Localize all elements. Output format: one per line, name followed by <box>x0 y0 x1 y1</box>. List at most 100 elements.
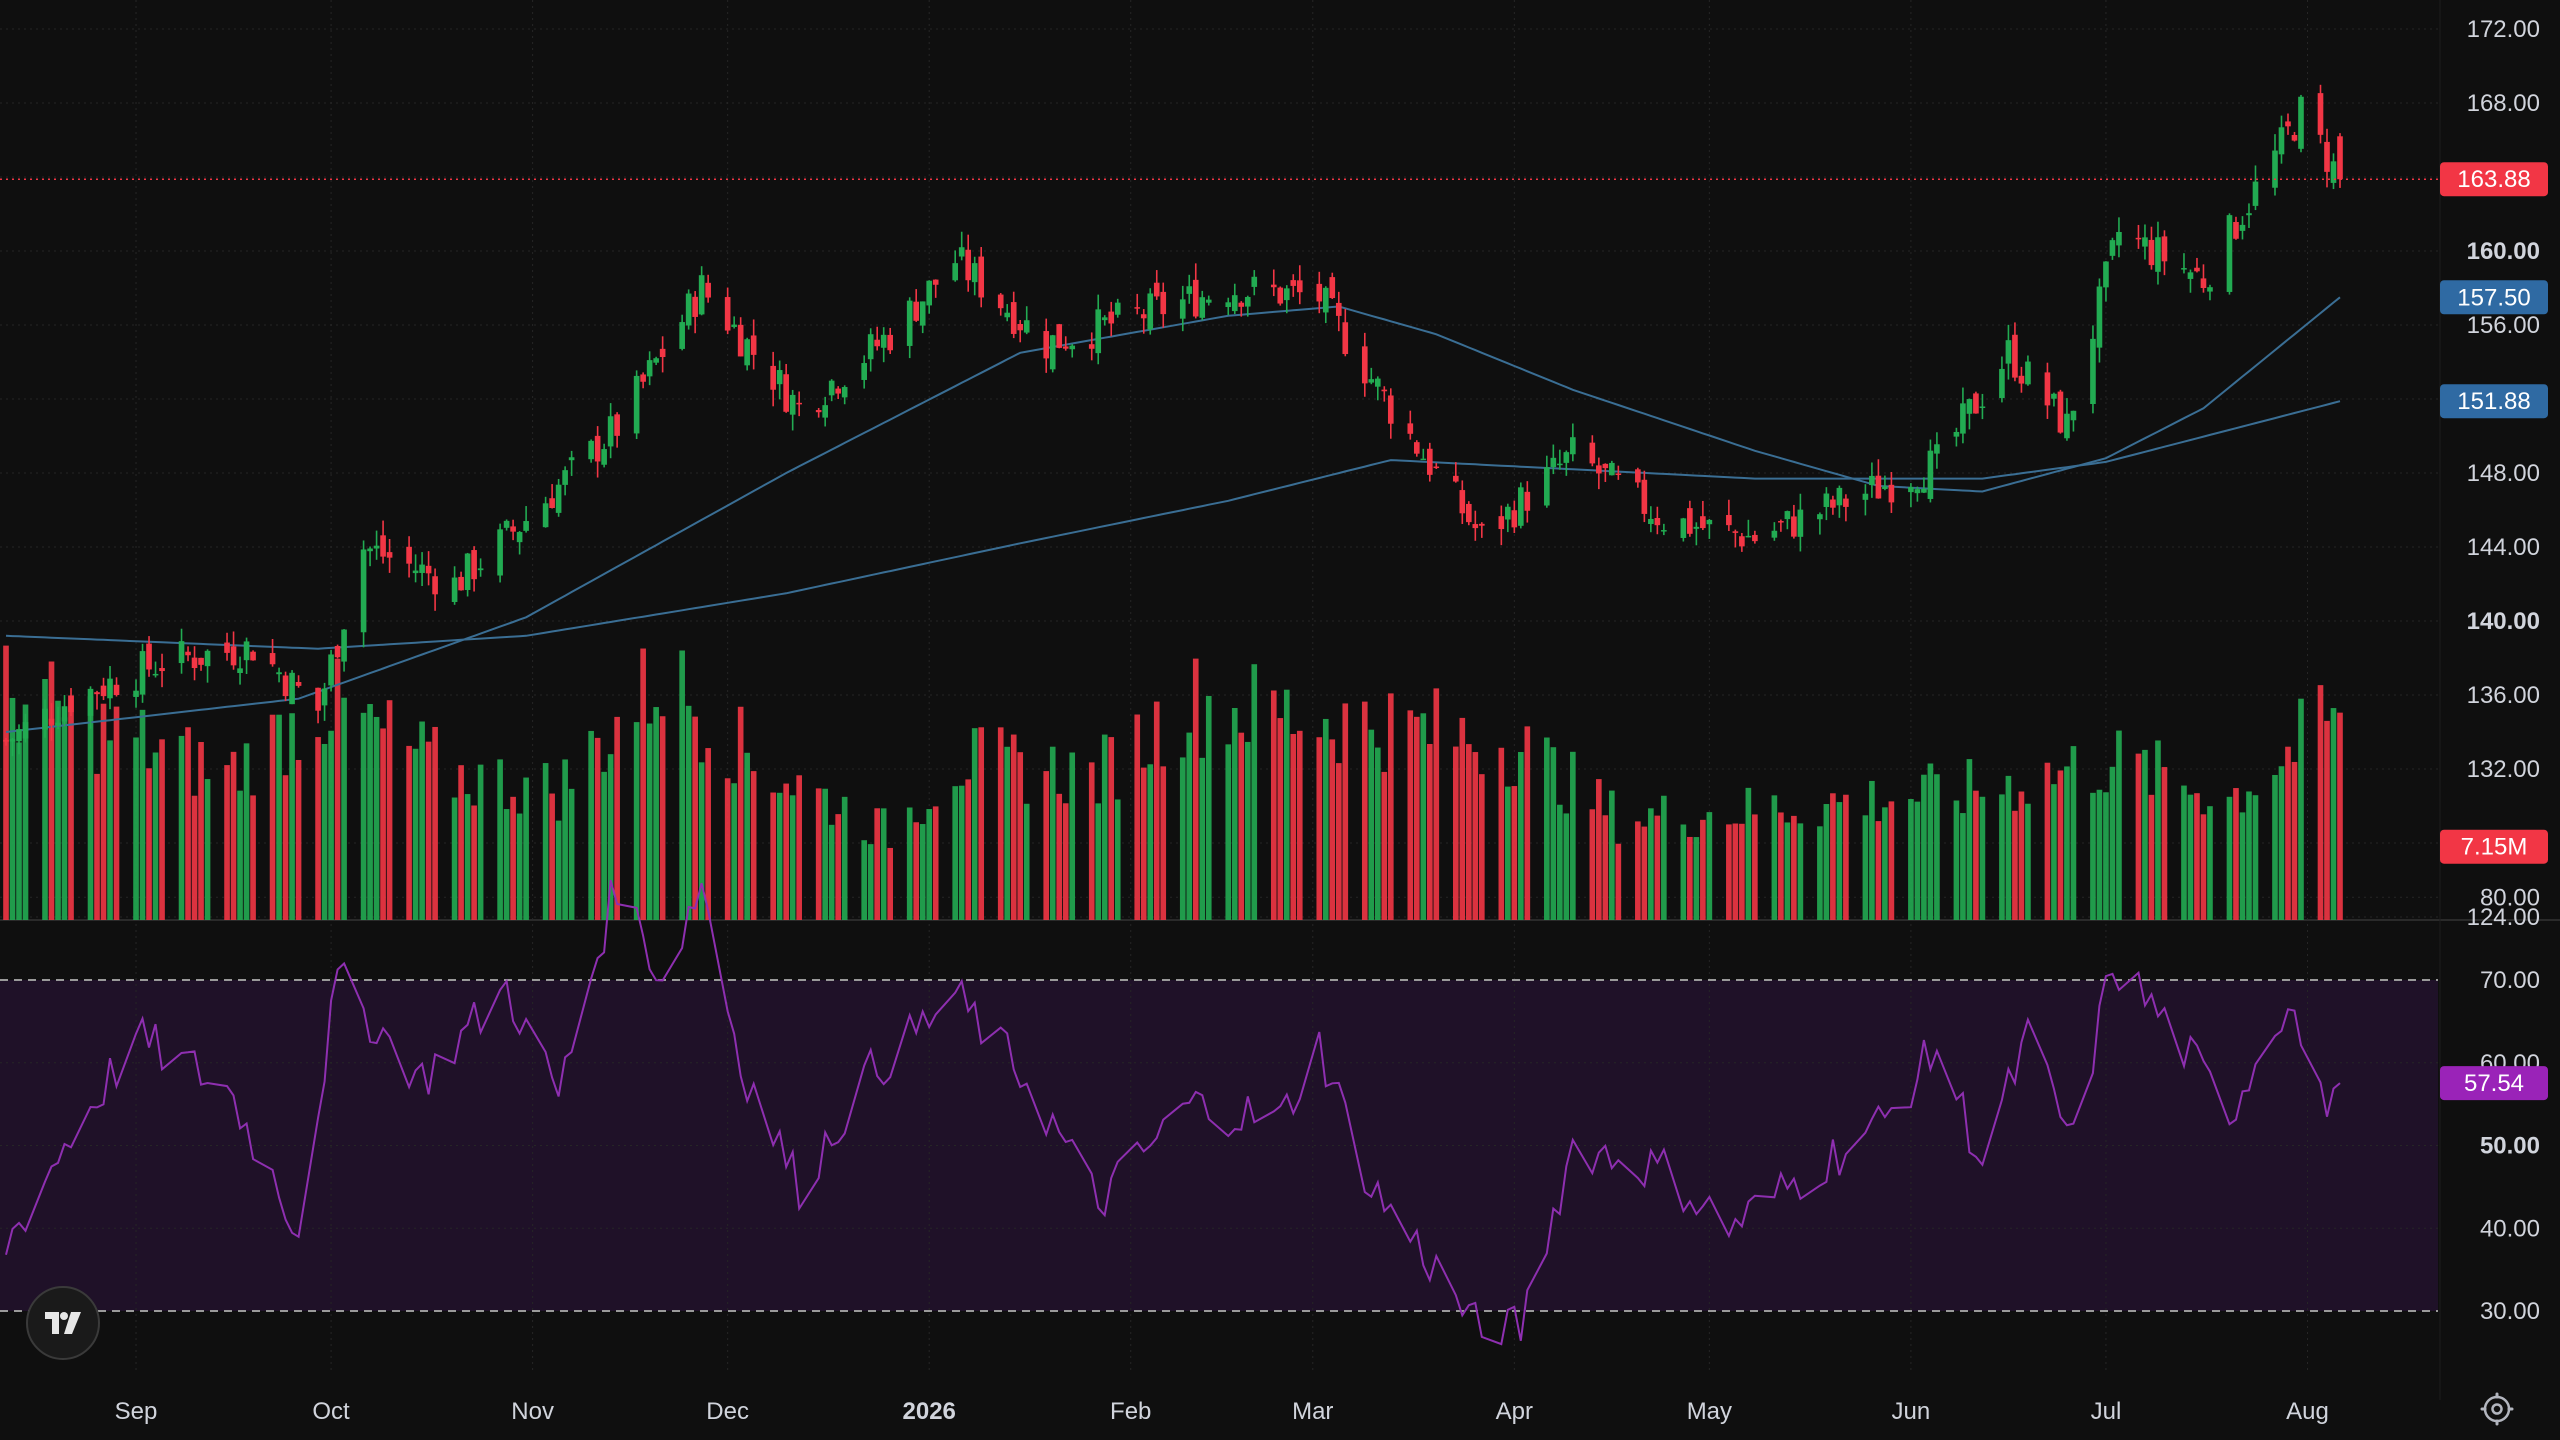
tradingview-logo-icon[interactable] <box>26 1286 100 1360</box>
candle <box>2161 230 2168 276</box>
volume-bar <box>1843 794 1849 920</box>
volume-bar <box>2239 812 2246 920</box>
candle <box>1700 500 1706 531</box>
volume-bar <box>1361 701 1368 920</box>
candle <box>451 566 458 605</box>
candle <box>555 478 562 517</box>
candle <box>152 661 159 678</box>
candle-body <box>1654 518 1661 526</box>
volume-bar <box>451 797 458 920</box>
volume-bar <box>42 679 48 920</box>
candle <box>2142 224 2148 260</box>
candle-body <box>978 256 985 298</box>
volume-bar <box>2337 712 2343 920</box>
volume-bar <box>269 714 276 920</box>
candle <box>113 677 120 697</box>
candle <box>744 337 750 371</box>
rsi-tick-label: 50.00 <box>2480 1133 2540 1160</box>
volume-bar <box>2005 775 2012 920</box>
settings-gear-icon[interactable] <box>2480 1392 2514 1426</box>
candle-body <box>237 668 243 674</box>
candle-body <box>952 263 959 281</box>
volume-bar <box>406 745 412 920</box>
candle <box>1752 530 1758 544</box>
candle <box>1908 483 1914 508</box>
candle <box>1335 291 1342 332</box>
volume-bar <box>2317 685 2324 920</box>
volume-bar <box>94 773 100 920</box>
candle-body <box>555 484 562 513</box>
volume-bar <box>2064 766 2070 920</box>
candle <box>224 632 230 661</box>
volume-bar <box>1693 837 1700 920</box>
candle-body <box>2200 278 2207 289</box>
candle <box>2064 398 2070 441</box>
candle-body <box>276 672 282 675</box>
volume-bar <box>1420 713 1427 920</box>
candle-body <box>1225 302 1232 308</box>
volume-bar <box>1953 800 1960 920</box>
candle <box>1745 519 1752 538</box>
candle <box>1361 332 1368 397</box>
candle <box>412 554 419 583</box>
time-tick-label: Jul <box>2091 1398 2122 1425</box>
time-tick-label: Nov <box>511 1398 554 1425</box>
candle <box>1205 295 1212 306</box>
volume-bar <box>2187 794 2194 920</box>
volume-bar <box>1927 763 1934 920</box>
candle-body <box>1524 491 1531 511</box>
volume-bar <box>1387 693 1394 920</box>
candle <box>2252 165 2259 211</box>
candle <box>1797 493 1804 552</box>
candle-body <box>1921 488 1927 493</box>
candle <box>1153 270 1160 300</box>
candle <box>874 326 881 351</box>
candle-body <box>2064 413 2070 439</box>
volume-bar <box>1270 690 1277 920</box>
volume-bars <box>3 645 2343 920</box>
candle-body <box>2291 134 2298 141</box>
candle <box>425 551 432 586</box>
volume-bar <box>1609 790 1615 920</box>
volume-bar <box>1147 764 1154 920</box>
candle <box>997 293 1004 316</box>
volume-bar <box>2057 770 2064 920</box>
candle <box>458 571 464 591</box>
candle-body <box>2246 213 2252 216</box>
candle-body <box>1413 442 1420 454</box>
candle-body <box>1999 368 2005 399</box>
candle <box>2018 366 2025 393</box>
volume-bar <box>1225 744 1232 920</box>
candle <box>1114 298 1121 318</box>
candle <box>42 699 48 738</box>
price-tick-label: 140.00 <box>2467 608 2540 635</box>
candle <box>880 327 887 363</box>
candle <box>1147 288 1154 335</box>
candle <box>22 713 29 743</box>
candle-body <box>2096 286 2103 348</box>
candle-body <box>1192 279 1199 317</box>
candle <box>471 546 477 592</box>
volume-bar <box>2044 762 2051 920</box>
candle-body <box>16 729 22 742</box>
candle <box>1680 517 1687 542</box>
candle <box>828 379 835 402</box>
volume-bar <box>1966 759 1973 920</box>
candle <box>750 319 757 370</box>
volume-bar <box>1153 701 1160 920</box>
volume-bar <box>1524 726 1531 920</box>
candle-body <box>1596 465 1602 474</box>
rsi-tick-label: 40.00 <box>2480 1215 2540 1242</box>
candle-body <box>1361 346 1368 384</box>
candle-body <box>1953 431 1960 437</box>
volume-bar <box>1134 714 1141 920</box>
candle-body <box>705 282 711 298</box>
candle-body <box>2226 215 2233 292</box>
volume-tag: 7.15M <box>2440 829 2548 864</box>
candle-body <box>1511 510 1518 528</box>
candle-body <box>1140 314 1147 319</box>
candle <box>9 737 16 757</box>
volume-bar <box>1069 752 1076 920</box>
candle-body <box>659 348 666 358</box>
